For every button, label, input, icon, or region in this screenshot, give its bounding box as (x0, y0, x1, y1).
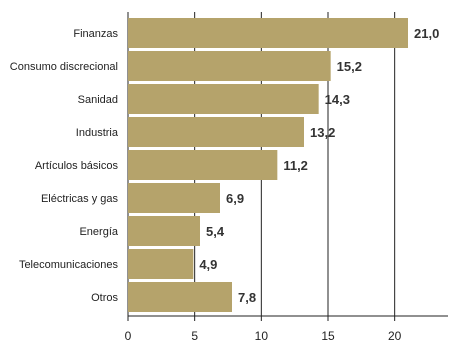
x-tick-label: 5 (191, 329, 198, 340)
bar-6 (128, 216, 200, 246)
bar-3 (128, 117, 304, 147)
bar-1 (128, 51, 331, 81)
x-axis: 0 5 10 15 20 (125, 315, 448, 340)
value-label: 21,0 (414, 26, 439, 41)
category-label: Finanzas (73, 28, 118, 40)
category-label: Telecomunicaciones (19, 259, 119, 271)
value-labels: 21,0 15,2 14,3 13,2 11,2 6,9 5,4 4,9 7,8 (199, 26, 439, 305)
category-label: Industria (76, 127, 119, 139)
bar-5 (128, 183, 220, 213)
bar-2 (128, 84, 319, 114)
bar-7 (128, 249, 194, 279)
value-label: 6,9 (226, 191, 244, 206)
value-label: 11,2 (283, 158, 308, 173)
bar-0 (128, 18, 408, 48)
x-tick-label: 10 (255, 329, 269, 340)
value-label: 5,4 (206, 224, 225, 239)
value-label: 7,8 (238, 290, 256, 305)
value-label: 15,2 (337, 59, 362, 74)
category-label: Energía (79, 226, 118, 238)
category-labels: Finanzas Consumo discrecional Sanidad Indus… (10, 28, 119, 304)
category-label: Otros (91, 292, 118, 304)
category-label: Consumo discrecional (10, 61, 118, 73)
bar-4 (128, 150, 278, 180)
category-label: Sanidad (78, 94, 118, 106)
bar-8 (128, 282, 232, 312)
category-label: Eléctricas y gas (41, 193, 119, 205)
value-label: 4,9 (199, 257, 217, 272)
value-label: 13,2 (310, 125, 335, 140)
category-label: Artículos básicos (35, 160, 119, 172)
x-tick-label: 15 (321, 329, 335, 340)
x-tick-label: 20 (388, 329, 402, 340)
chart-bars (128, 18, 408, 312)
x-tick-label: 0 (125, 329, 132, 340)
value-label: 14,3 (325, 92, 350, 107)
